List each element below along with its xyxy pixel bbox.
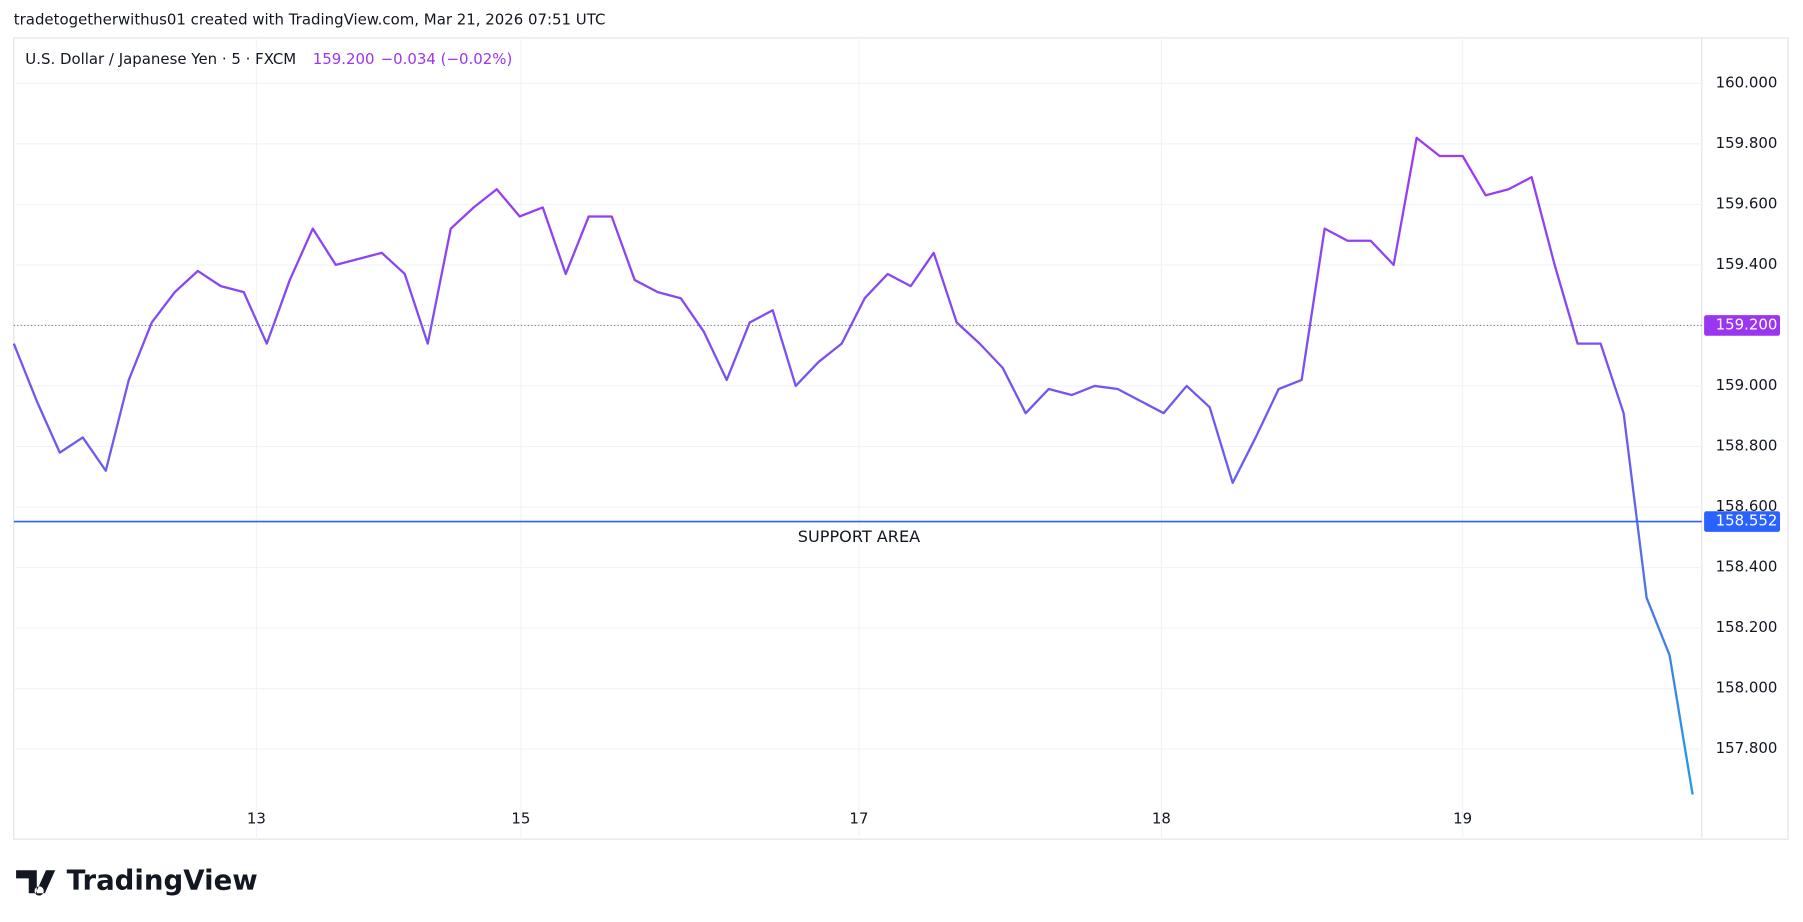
attribution: tradetogetherwithus01 created with Tradi… [14, 11, 606, 29]
brand-logo [16, 870, 56, 896]
support-label: 158.552 [1716, 512, 1778, 530]
brand-name: TradingView [67, 864, 258, 897]
y-tick-label: 157.800 [1716, 739, 1778, 757]
x-tick-label: 13 [247, 810, 266, 828]
x-tick-label: 17 [849, 810, 868, 828]
y-tick-label: 158.400 [1716, 558, 1778, 576]
y-tick-label: 160.000 [1716, 73, 1778, 91]
symbol: U.S. Dollar / Japanese Yen · 5 · FXCM [25, 50, 296, 68]
last-price-label: 159.200 [1716, 315, 1778, 333]
y-tick-label: 158.600 [1716, 497, 1778, 515]
y-tick-label: 158.200 [1716, 618, 1778, 636]
y-tick-label: 158.000 [1716, 679, 1778, 697]
y-tick-label: 159.400 [1716, 255, 1778, 273]
legend-price: 159.200 [313, 50, 375, 68]
y-tick-label: 158.800 [1716, 437, 1778, 455]
last-price-badge [1704, 315, 1781, 336]
y-tick-label: 159.600 [1716, 194, 1778, 212]
x-tick-label: 19 [1453, 810, 1472, 828]
x-tick-label: 15 [511, 810, 530, 828]
support-badge [1704, 511, 1781, 532]
support-text: SUPPORT AREA [798, 527, 920, 546]
x-tick-label: 18 [1152, 810, 1171, 828]
legend-change: −0.034 (−0.02%) [381, 50, 513, 68]
chart-frame [13, 37, 1789, 840]
y-tick-label: 159.000 [1716, 376, 1778, 394]
price-line [12, 136, 1694, 795]
y-tick-label: 159.800 [1716, 134, 1778, 152]
